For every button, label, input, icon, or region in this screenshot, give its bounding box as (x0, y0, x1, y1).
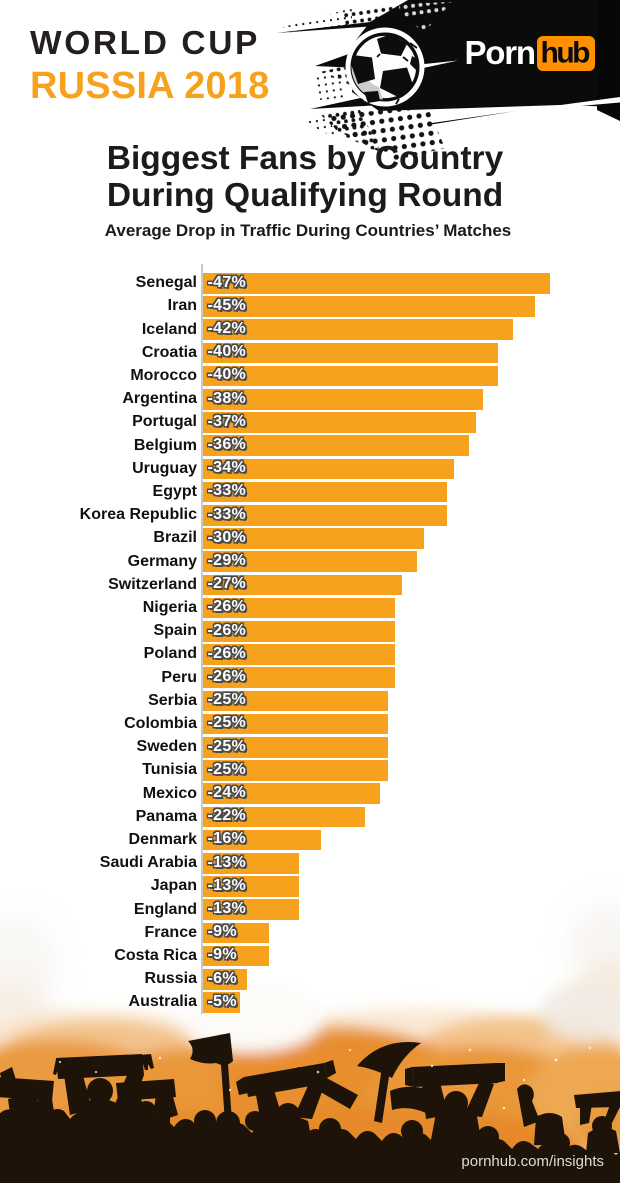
svg-text:Porn: Porn (465, 34, 535, 71)
svg-text:pornhub.com/insights: pornhub.com/insights (461, 1153, 604, 1170)
svg-text:hub: hub (541, 37, 591, 70)
